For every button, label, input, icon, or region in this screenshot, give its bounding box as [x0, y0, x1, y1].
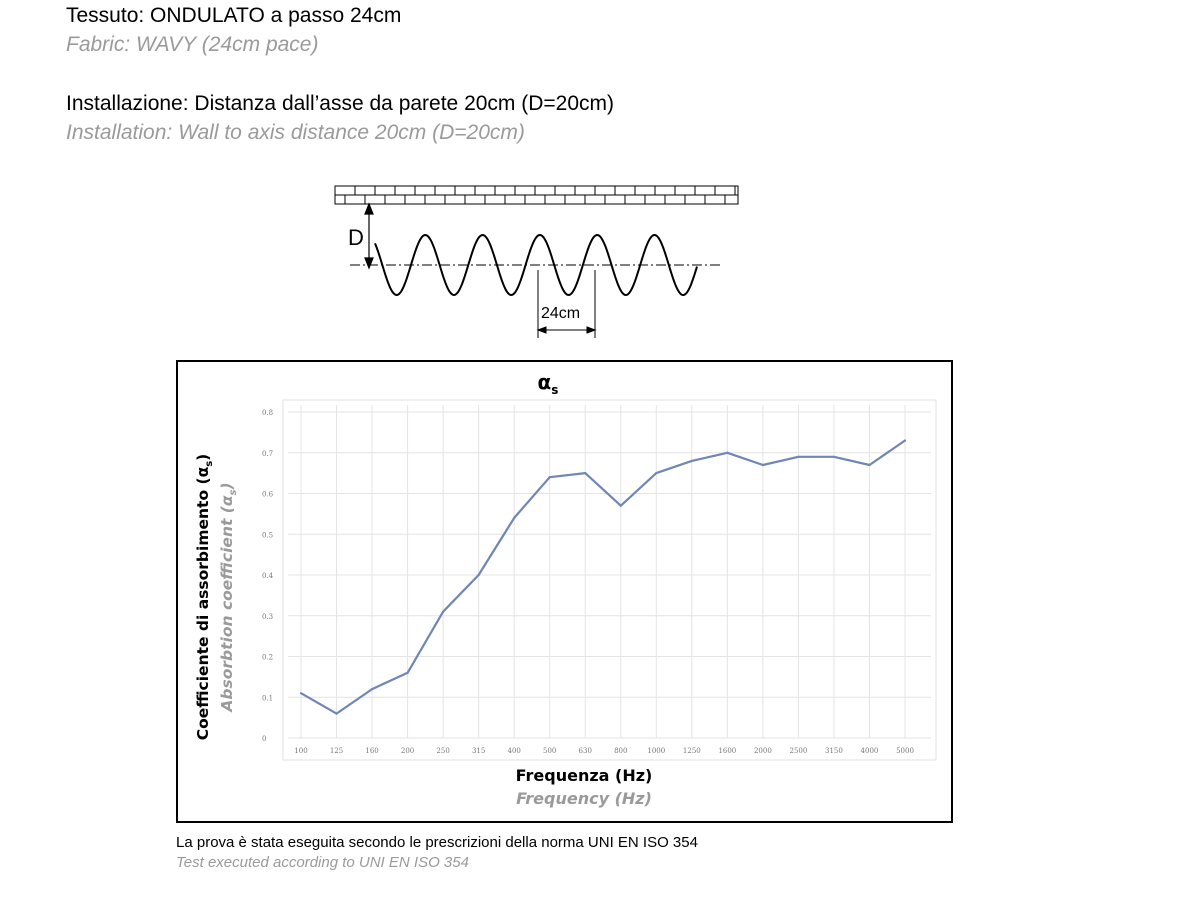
y-tick-label: 0.5 [262, 531, 273, 539]
series-line [300, 439, 906, 715]
chart-title: αs [538, 370, 559, 397]
chart-panel: αs 0 0.1 0.2 0.3 0.4 0.5 0.6 0.7 0.8 100 125 160 20… [176, 360, 953, 823]
x-tick-label: 1600 [718, 747, 736, 755]
y-tick-label: 0.4 [262, 572, 274, 580]
data-point [335, 712, 338, 715]
data-point [832, 455, 836, 458]
test-standard-note-english: Test executed according to UNI EN ISO 35… [176, 854, 469, 871]
data-point [584, 472, 587, 475]
y-tick-label: 0.2 [262, 654, 273, 662]
data-point [477, 573, 480, 577]
plot-area-border [282, 399, 937, 761]
x-tick-label: 5000 [896, 747, 914, 755]
y-axis-label: Coefficiente di assorbimento (αs) [194, 454, 215, 741]
installation-title: Installazione: Distanza dall’asse da par… [66, 92, 615, 115]
y-axis-label-english: Absorbtion coefficient (αs) [218, 482, 239, 712]
data-point [370, 688, 374, 691]
pitch-dimension [536, 270, 597, 338]
x-tick-label: 4000 [861, 747, 879, 755]
data-point [761, 463, 764, 467]
data-point [406, 671, 409, 674]
installation-diagram: D 24cm [334, 185, 739, 338]
x-tick-label: 315 [472, 747, 485, 755]
test-standard-note: La prova è stata eseguita secondo le pre… [176, 834, 698, 851]
absorption-chart: αs 0 0.1 0.2 0.3 0.4 0.5 0.6 0.7 0.8 100 125 160 20… [194, 370, 937, 808]
x-tick-label: 400 [507, 747, 520, 755]
y-tick-label: 0.8 [262, 409, 273, 417]
data-point [726, 451, 729, 454]
x-tick-label: 1000 [647, 747, 665, 755]
fabric-title-english: Fabric: WAVY (24cm pace) [66, 33, 319, 56]
data-point [299, 692, 303, 695]
data-point [655, 472, 658, 475]
installation-title-english: Installation: Wall to axis distance 20cm… [66, 121, 525, 144]
x-tick-label: 500 [543, 747, 556, 755]
x-tick-label: 800 [614, 747, 627, 755]
y-tick-label: 0.3 [262, 613, 273, 621]
x-tick-label: 200 [401, 747, 414, 755]
data-point [903, 439, 907, 442]
y-tick-label: 0.6 [262, 491, 274, 499]
chart-series [299, 439, 907, 715]
x-tick-label: 3150 [825, 747, 843, 755]
x-tick-label: 2000 [754, 747, 772, 755]
x-axis-label: Frequenza (Hz) [516, 766, 653, 785]
x-tick-label: 100 [294, 747, 307, 755]
fabric-title: Tessuto: ONDULATO a passo 24cm [66, 4, 402, 27]
data-point [797, 455, 800, 458]
x-tick-label: 250 [436, 747, 449, 755]
x-axis-ticks: 100 125 160 200 250 315 400 500 630 800 1000 1250 16… [294, 747, 914, 755]
wall-bricks [334, 185, 739, 205]
data-point [513, 516, 516, 520]
x-axis-label-english: Frequency (Hz) [516, 789, 652, 808]
y-tick-label: 0 [262, 735, 266, 743]
wavy-fabric-curve [374, 233, 698, 297]
d-label: D [348, 225, 364, 250]
x-tick-label: 2500 [789, 747, 807, 755]
x-tick-label: 1250 [683, 747, 701, 755]
data-point [548, 476, 551, 479]
data-point [442, 610, 445, 613]
x-tick-label: 125 [330, 747, 343, 755]
data-point [619, 504, 622, 507]
pitch-label: 24cm [541, 305, 580, 322]
y-axis-ticks: 0 0.1 0.2 0.3 0.4 0.5 0.6 0.7 0.8 [262, 409, 274, 743]
y-tick-label: 0.1 [262, 694, 273, 702]
data-point [690, 459, 693, 462]
y-tick-label: 0.7 [262, 450, 273, 458]
x-tick-label: 160 [365, 747, 378, 755]
d-dimension-arrow [364, 202, 374, 270]
x-tick-label: 630 [579, 747, 592, 755]
chart-grid [282, 399, 937, 761]
data-point [868, 463, 871, 467]
